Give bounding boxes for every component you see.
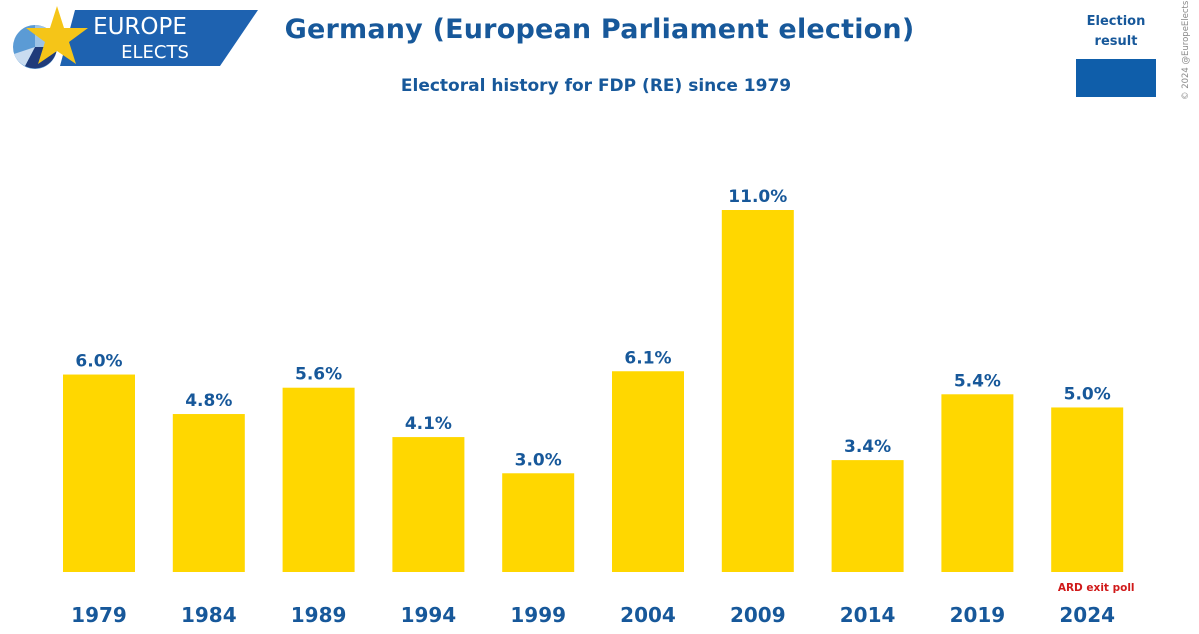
chart-title: Germany (European Parliament election) (284, 14, 915, 45)
value-label-1979: 6.0% (75, 352, 122, 372)
bar-1999 (502, 473, 575, 572)
legend: Election result (1070, 12, 1162, 97)
value-label-1999: 3.0% (515, 450, 562, 470)
value-label-2024: 5.0% (1064, 384, 1111, 404)
chart-subtitle: Electoral history for FDP (RE) since 197… (400, 76, 792, 96)
value-label-2004: 6.1% (624, 348, 671, 368)
logo-line2: ELECTS (121, 42, 189, 63)
value-label-2019: 5.4% (954, 371, 1001, 391)
value-label-2009: 11.0% (728, 187, 787, 207)
bar-2014 (831, 460, 904, 572)
bar-1979 (63, 374, 135, 572)
value-label-1989: 5.6% (295, 365, 342, 385)
star-icon (26, 6, 88, 64)
x-tick-label-2009: 2009 (730, 603, 786, 627)
x-tick-label-2014: 2014 (840, 603, 896, 627)
europe-elects-logo: EUROPE ELECTS (13, 6, 258, 69)
bar-1994 (392, 437, 465, 572)
bar-2009 (721, 210, 794, 572)
x-tick-label-1989: 1989 (291, 603, 347, 627)
bar-1989 (282, 387, 355, 572)
x-tick-label-1984: 1984 (181, 603, 237, 627)
bar-2004 (612, 371, 684, 572)
annotation-2024: ARD exit poll (1058, 582, 1135, 594)
x-tick-label-2004: 2004 (620, 603, 676, 627)
value-label-1984: 4.8% (185, 391, 232, 411)
x-tick-label-2024: 2024 (1059, 603, 1115, 627)
logo-line1: EUROPE (93, 14, 187, 40)
value-label-2014: 3.4% (844, 437, 891, 457)
x-tick-label-1999: 1999 (510, 603, 566, 627)
bar-2019 (941, 394, 1014, 572)
x-tick-label-1979: 1979 (71, 603, 127, 627)
legend-swatch (1076, 59, 1156, 97)
x-tick-label-2019: 2019 (950, 603, 1006, 627)
logo-banner (60, 10, 258, 66)
bar-1984 (172, 414, 245, 572)
bar-2024 (1051, 407, 1124, 572)
legend-label-line1: Election (1086, 14, 1146, 29)
legend-label-line2: result (1094, 34, 1138, 49)
x-tick-label-1994: 1994 (401, 603, 457, 627)
value-label-1994: 4.1% (405, 414, 452, 434)
